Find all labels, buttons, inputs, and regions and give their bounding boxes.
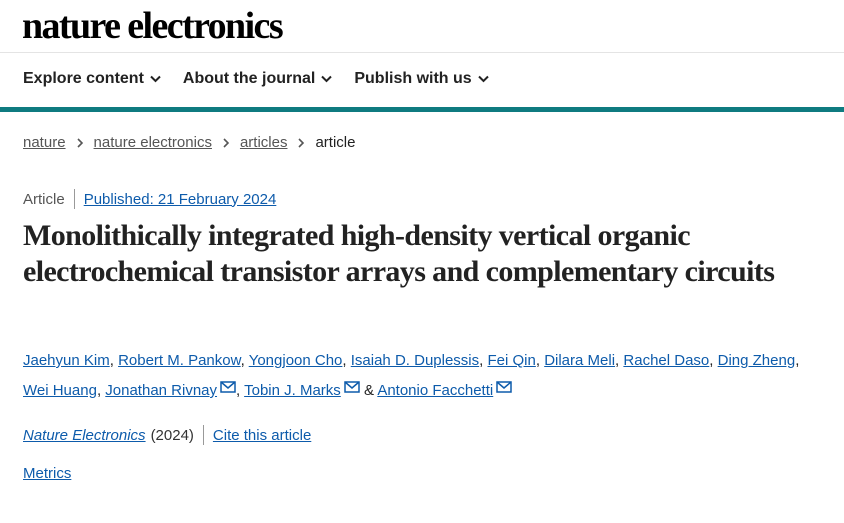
breadcrumb-current: article [315,134,356,151]
breadcrumb-articles[interactable]: articles [239,134,288,151]
cite-this-article-link[interactable]: Cite this article [212,426,312,444]
author-link[interactable]: Tobin J. Marks [244,382,341,399]
author-link[interactable]: Jonathan Rivnay [105,382,218,399]
metrics-link[interactable]: Metrics [23,465,72,482]
nav-explore-content[interactable]: Explore content [23,70,161,88]
header-divider [0,52,844,53]
journal-logo[interactable]: nature electronics [22,5,284,47]
chevron-down-icon [477,75,489,83]
author-link[interactable]: Jaehyun Kim [23,352,110,369]
author-link[interactable]: Ding Zheng [717,352,796,369]
chevron-down-icon [321,75,333,83]
nav-label: Publish with us [354,70,472,87]
meta-divider [73,189,75,209]
nav-label: Explore content [23,70,144,87]
author-link[interactable]: Robert M. Pankow [118,352,241,369]
article-title: Monolithically integrated high-density v… [23,219,775,288]
nav-about-the-journal[interactable]: About the journal [182,70,333,88]
citation-divider [202,425,204,445]
chevron-right-icon [76,137,83,148]
author-list: Jaehyun Kim, Robert M. Pankow, Yongjoon … [23,352,800,399]
mail-icon[interactable] [496,381,512,393]
main-nav: Explore content About the journal Publis… [23,70,489,88]
author-link[interactable]: Yongjoon Cho [248,352,343,369]
breadcrumb: nature nature electronics articles artic… [23,134,355,151]
citation-row: Nature Electronics (2024) Cite this arti… [23,425,311,445]
breadcrumb-nature-electronics[interactable]: nature electronics [93,134,212,151]
article-type: Article [23,190,65,208]
breadcrumb-nature[interactable]: nature [23,134,66,151]
mail-icon[interactable] [220,381,236,393]
accent-bar [0,107,844,112]
journal-name-link[interactable]: Nature Electronics [23,426,146,444]
chevron-down-icon [150,75,161,83]
author-link[interactable]: Antonio Facchetti [377,382,494,399]
author-link[interactable]: Wei Huang [23,382,97,399]
chevron-right-icon [223,137,230,148]
article-meta: Article Published: 21 February 2024 [23,189,276,209]
published-date-link[interactable]: Published: 21 February 2024 [83,190,277,208]
author-link[interactable]: Dilara Meli [544,352,616,369]
author-link[interactable]: Rachel Daso [623,352,710,369]
author-link[interactable]: Isaiah D. Duplessis [350,352,480,369]
chevron-right-icon [298,137,305,148]
mail-icon[interactable] [344,381,360,393]
publication-year: (2024) [150,426,194,444]
nav-publish-with-us[interactable]: Publish with us [354,70,489,88]
nav-label: About the journal [182,70,316,87]
author-link[interactable]: Fei Qin [487,352,536,369]
